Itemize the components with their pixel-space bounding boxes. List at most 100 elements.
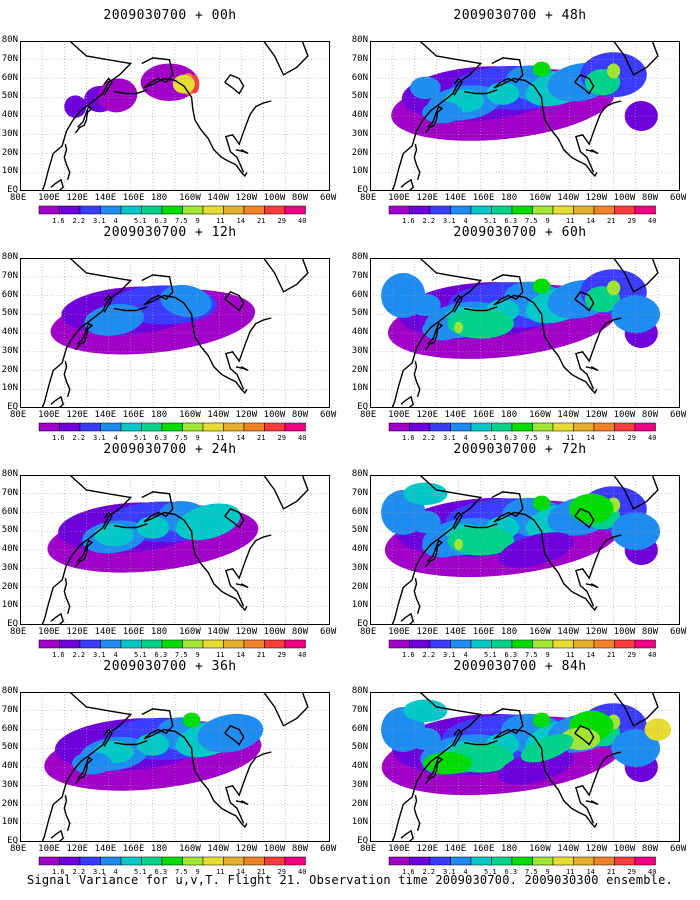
colorbar-label: 9 <box>195 651 200 659</box>
coastline <box>141 708 248 829</box>
coastline <box>225 751 272 824</box>
colorbar-swatch <box>532 639 554 649</box>
lon-label: 140E <box>94 844 117 854</box>
lon-label: 100W <box>613 410 636 420</box>
colorbar-swatch <box>593 856 615 866</box>
colorbar-swatch <box>120 205 142 215</box>
coastline <box>50 829 65 842</box>
colorbar-label: 4 <box>463 217 468 225</box>
coastline <box>50 612 65 625</box>
colorbar-label: 1.6 <box>402 217 415 225</box>
lat-label: 80N <box>351 252 368 262</box>
lon-label: 120W <box>585 627 608 637</box>
colorbar-label: 2.2 <box>72 868 86 876</box>
coastline <box>113 306 148 312</box>
colorbar-label: 11 <box>566 217 575 225</box>
map-frame <box>370 41 680 191</box>
colorbar-swatch <box>284 205 306 215</box>
lon-label: 120E <box>66 193 89 203</box>
colorbar-label: 29 <box>277 434 286 442</box>
colorbar-label: 6.3 <box>154 651 168 659</box>
lat-label: 40N <box>351 110 368 120</box>
lon-label: 160E <box>472 627 495 637</box>
coastline <box>491 491 598 612</box>
coastline <box>224 507 245 529</box>
colorbar-label: 6.3 <box>504 434 518 442</box>
coastline <box>575 100 622 173</box>
colorbar-label: 7.5 <box>175 651 188 659</box>
colorbar-swatch <box>511 422 533 432</box>
colorbar-swatch <box>223 205 245 215</box>
colorbar-label: 4 <box>113 868 118 876</box>
lon-label: 140E <box>444 844 467 854</box>
coastline <box>41 258 133 408</box>
lat-label: 30N <box>1 128 18 139</box>
panel-title: 2009030700 + 72h <box>453 442 587 457</box>
map-area <box>20 475 330 625</box>
coastline <box>235 583 249 589</box>
colorbar-swatch <box>532 422 554 432</box>
lat-label: 30N <box>1 779 18 790</box>
colorbar <box>388 639 656 649</box>
colorbar-label: 21 <box>257 651 266 659</box>
coastline <box>63 360 71 397</box>
lon-label: 60W <box>670 410 687 420</box>
lon-label: 140W <box>207 844 229 854</box>
lat-label: EQ <box>357 185 368 195</box>
colorbar-label: 5.1 <box>134 651 147 659</box>
colorbar-swatch <box>450 422 472 432</box>
colorbar-label: 5.1 <box>134 868 147 876</box>
lat-label: 60N <box>1 723 18 734</box>
lon-label: 80W <box>291 844 309 854</box>
colorbar-swatch <box>38 856 60 866</box>
map-frame <box>370 692 680 842</box>
variance-contour <box>182 712 201 728</box>
variance-contour <box>72 752 112 775</box>
colorbar-swatch <box>264 639 286 649</box>
colorbar-label: 3.1 <box>93 651 106 659</box>
colorbar-label: 14 <box>236 217 245 225</box>
variance-contour <box>197 713 264 753</box>
colorbar-label: 5.1 <box>484 868 497 876</box>
coastline <box>391 692 483 842</box>
variance-contour <box>532 495 551 511</box>
lon-label: 120W <box>585 193 608 203</box>
colorbar-label: 1.6 <box>52 651 65 659</box>
colorbar-label: 11 <box>566 434 575 442</box>
colorbar-swatch <box>614 639 636 649</box>
colorbar-swatch <box>161 639 183 649</box>
colorbar-swatch <box>532 205 554 215</box>
colorbar-swatch <box>161 205 183 215</box>
colorbar-label: 2.2 <box>72 651 86 659</box>
lon-label: 120E <box>416 410 439 420</box>
coastline <box>575 751 622 824</box>
map-plot <box>370 258 680 408</box>
coastline <box>235 149 249 155</box>
lat-label: 50N <box>1 525 18 536</box>
lat-label: 80N <box>1 469 18 479</box>
lon-label: 140E <box>94 627 117 637</box>
lat-label: 30N <box>351 128 368 139</box>
lon-label: 100W <box>263 410 286 420</box>
colorbar-label: 4 <box>113 217 118 225</box>
coastline <box>391 475 483 625</box>
colorbar-label: 5.1 <box>484 434 497 442</box>
lon-label: 80W <box>291 193 309 203</box>
lat-label: 70N <box>351 487 368 498</box>
lon-label: 140W <box>207 193 229 203</box>
lon-label: 100E <box>388 193 410 203</box>
colorbar-swatch <box>100 856 122 866</box>
lat-label: 70N <box>351 704 368 715</box>
lon-label: 120E <box>66 844 89 854</box>
colorbar-swatch <box>552 205 574 215</box>
colorbar-label: 11 <box>216 434 225 442</box>
lon-label: 80E <box>10 193 27 203</box>
lon-label: 120W <box>235 627 258 637</box>
lon-label: 160W <box>179 627 201 637</box>
colorbar-label: 14 <box>586 868 595 876</box>
colorbar-swatch <box>573 205 595 215</box>
lon-label: 80W <box>641 627 659 637</box>
colorbar-label: 2.2 <box>422 217 436 225</box>
coastline <box>463 306 498 312</box>
colorbar <box>38 205 306 215</box>
